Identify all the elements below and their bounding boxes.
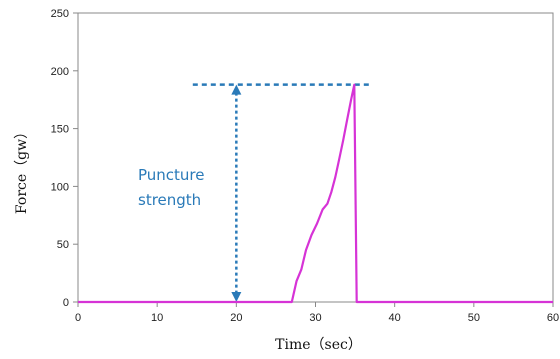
x-axis-ticks: 0 10 20 30 40 50 60 <box>75 302 559 324</box>
annotation-text: Puncture strength <box>138 166 209 209</box>
y-tick-label: 0 <box>63 297 69 309</box>
y-tick-label: 100 <box>51 181 69 193</box>
annotation-line-1: Puncture <box>138 166 205 184</box>
plot-frame <box>77 12 554 303</box>
arrow-head-up <box>231 84 242 95</box>
series-line <box>78 83 553 304</box>
y-axis-ticks: 0 50 100 150 200 250 <box>51 8 78 309</box>
x-tick-label: 50 <box>468 312 480 324</box>
x-tick-label: 40 <box>389 312 401 324</box>
y-tick-label: 150 <box>51 124 69 136</box>
x-tick-label: 0 <box>75 312 81 324</box>
x-tick-label: 10 <box>151 312 163 324</box>
x-tick-label: 60 <box>547 312 559 324</box>
y-axis-label: Force（gw） <box>14 125 30 214</box>
x-axis-label: Time（sec） <box>275 337 362 353</box>
series-layer <box>78 83 553 304</box>
arrow-head-down <box>231 292 242 302</box>
y-tick-label: 200 <box>51 66 69 78</box>
y-tick-label: 250 <box>51 8 69 20</box>
y-tick-label: 50 <box>57 239 69 251</box>
x-tick-label: 30 <box>309 312 321 324</box>
annotation-line-2: strength <box>138 191 201 209</box>
x-tick-label: 20 <box>230 312 242 324</box>
annotation-layer <box>192 83 371 302</box>
